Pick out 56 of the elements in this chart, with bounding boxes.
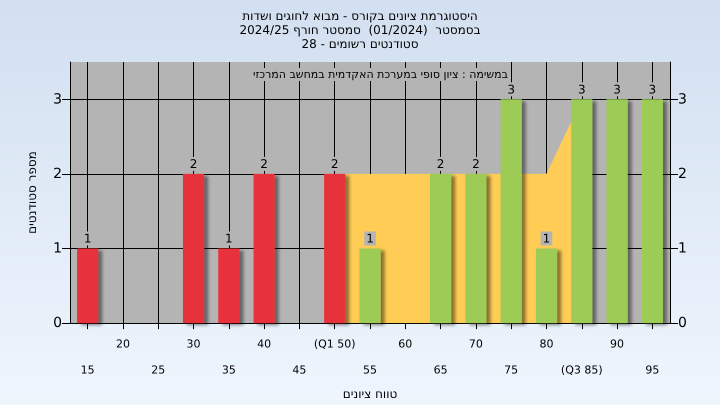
y2-tick-label: 3	[678, 91, 687, 108]
x-tick-label: 75	[504, 364, 518, 377]
data-label: 3	[648, 82, 656, 96]
y-tick-label: 3	[53, 91, 62, 108]
data-label: 2	[190, 156, 198, 171]
bar	[182, 174, 204, 324]
data-label: 2	[472, 156, 480, 171]
y-axis-title: מספר סטודנטים	[25, 151, 39, 234]
y2-tick-label: 1	[678, 240, 687, 256]
bar	[536, 248, 558, 324]
x-tick-label: 90	[610, 338, 624, 351]
x-tick-label: 15	[80, 364, 95, 377]
x-tick-label: 70	[468, 338, 483, 351]
x-tick-label: (Q1 50)	[314, 338, 356, 351]
x-tick-label: 35	[222, 364, 236, 377]
x-tick-label: (Q3 85)	[560, 364, 603, 377]
x-tick-label: 95	[645, 364, 660, 377]
x-tick-label: 55	[363, 364, 377, 377]
x-axis-title: טווח ציונים	[342, 387, 398, 401]
annotation: במשימה : ציון סופי במערכת האקדמית במחשב המרכזי	[253, 68, 508, 81]
bar	[254, 174, 275, 324]
data-label: 1	[84, 232, 92, 246]
bar	[430, 174, 452, 324]
x-tick-label: 65	[434, 364, 448, 377]
data-label: 1	[366, 232, 374, 246]
bar	[571, 99, 592, 324]
bar	[465, 174, 486, 324]
data-label: 1	[225, 232, 233, 246]
bar	[324, 174, 346, 324]
bar	[359, 248, 381, 324]
x-tick-label: 60	[398, 338, 412, 351]
data-label: 2	[260, 156, 268, 171]
data-label: 3	[507, 82, 515, 96]
y-tick-label: 1	[53, 240, 62, 256]
data-label: 1	[542, 232, 550, 246]
data-label: 2	[330, 156, 339, 171]
y-tick-label: 0	[53, 315, 62, 332]
bar	[500, 99, 522, 324]
x-tick-label: 80	[539, 338, 554, 351]
x-tick-label: 40	[257, 338, 272, 351]
data-label: 3	[613, 82, 621, 96]
bar	[642, 99, 663, 324]
bar	[606, 99, 628, 324]
bar	[77, 248, 98, 324]
x-tick-label: 20	[116, 338, 130, 351]
x-tick-label: 25	[151, 364, 166, 377]
y-tick-label: 2	[53, 166, 62, 182]
data-label: 3	[578, 82, 586, 96]
chart-subtitle: בסמסטר (01/2024) סמסטר חורף 2024/25 סטודנטים רשומים - 28	[239, 23, 481, 51]
x-tick-label: 30	[186, 338, 201, 351]
bar	[218, 248, 240, 324]
y2-tick-label: 0	[678, 315, 687, 332]
x-tick-label: 45	[292, 364, 306, 377]
data-label: 2	[436, 156, 444, 171]
y2-tick-label: 2	[678, 166, 687, 182]
chart-title: היסטוגרמת ציונים בקורס - מבוא לחוגים ושדות	[242, 9, 478, 23]
